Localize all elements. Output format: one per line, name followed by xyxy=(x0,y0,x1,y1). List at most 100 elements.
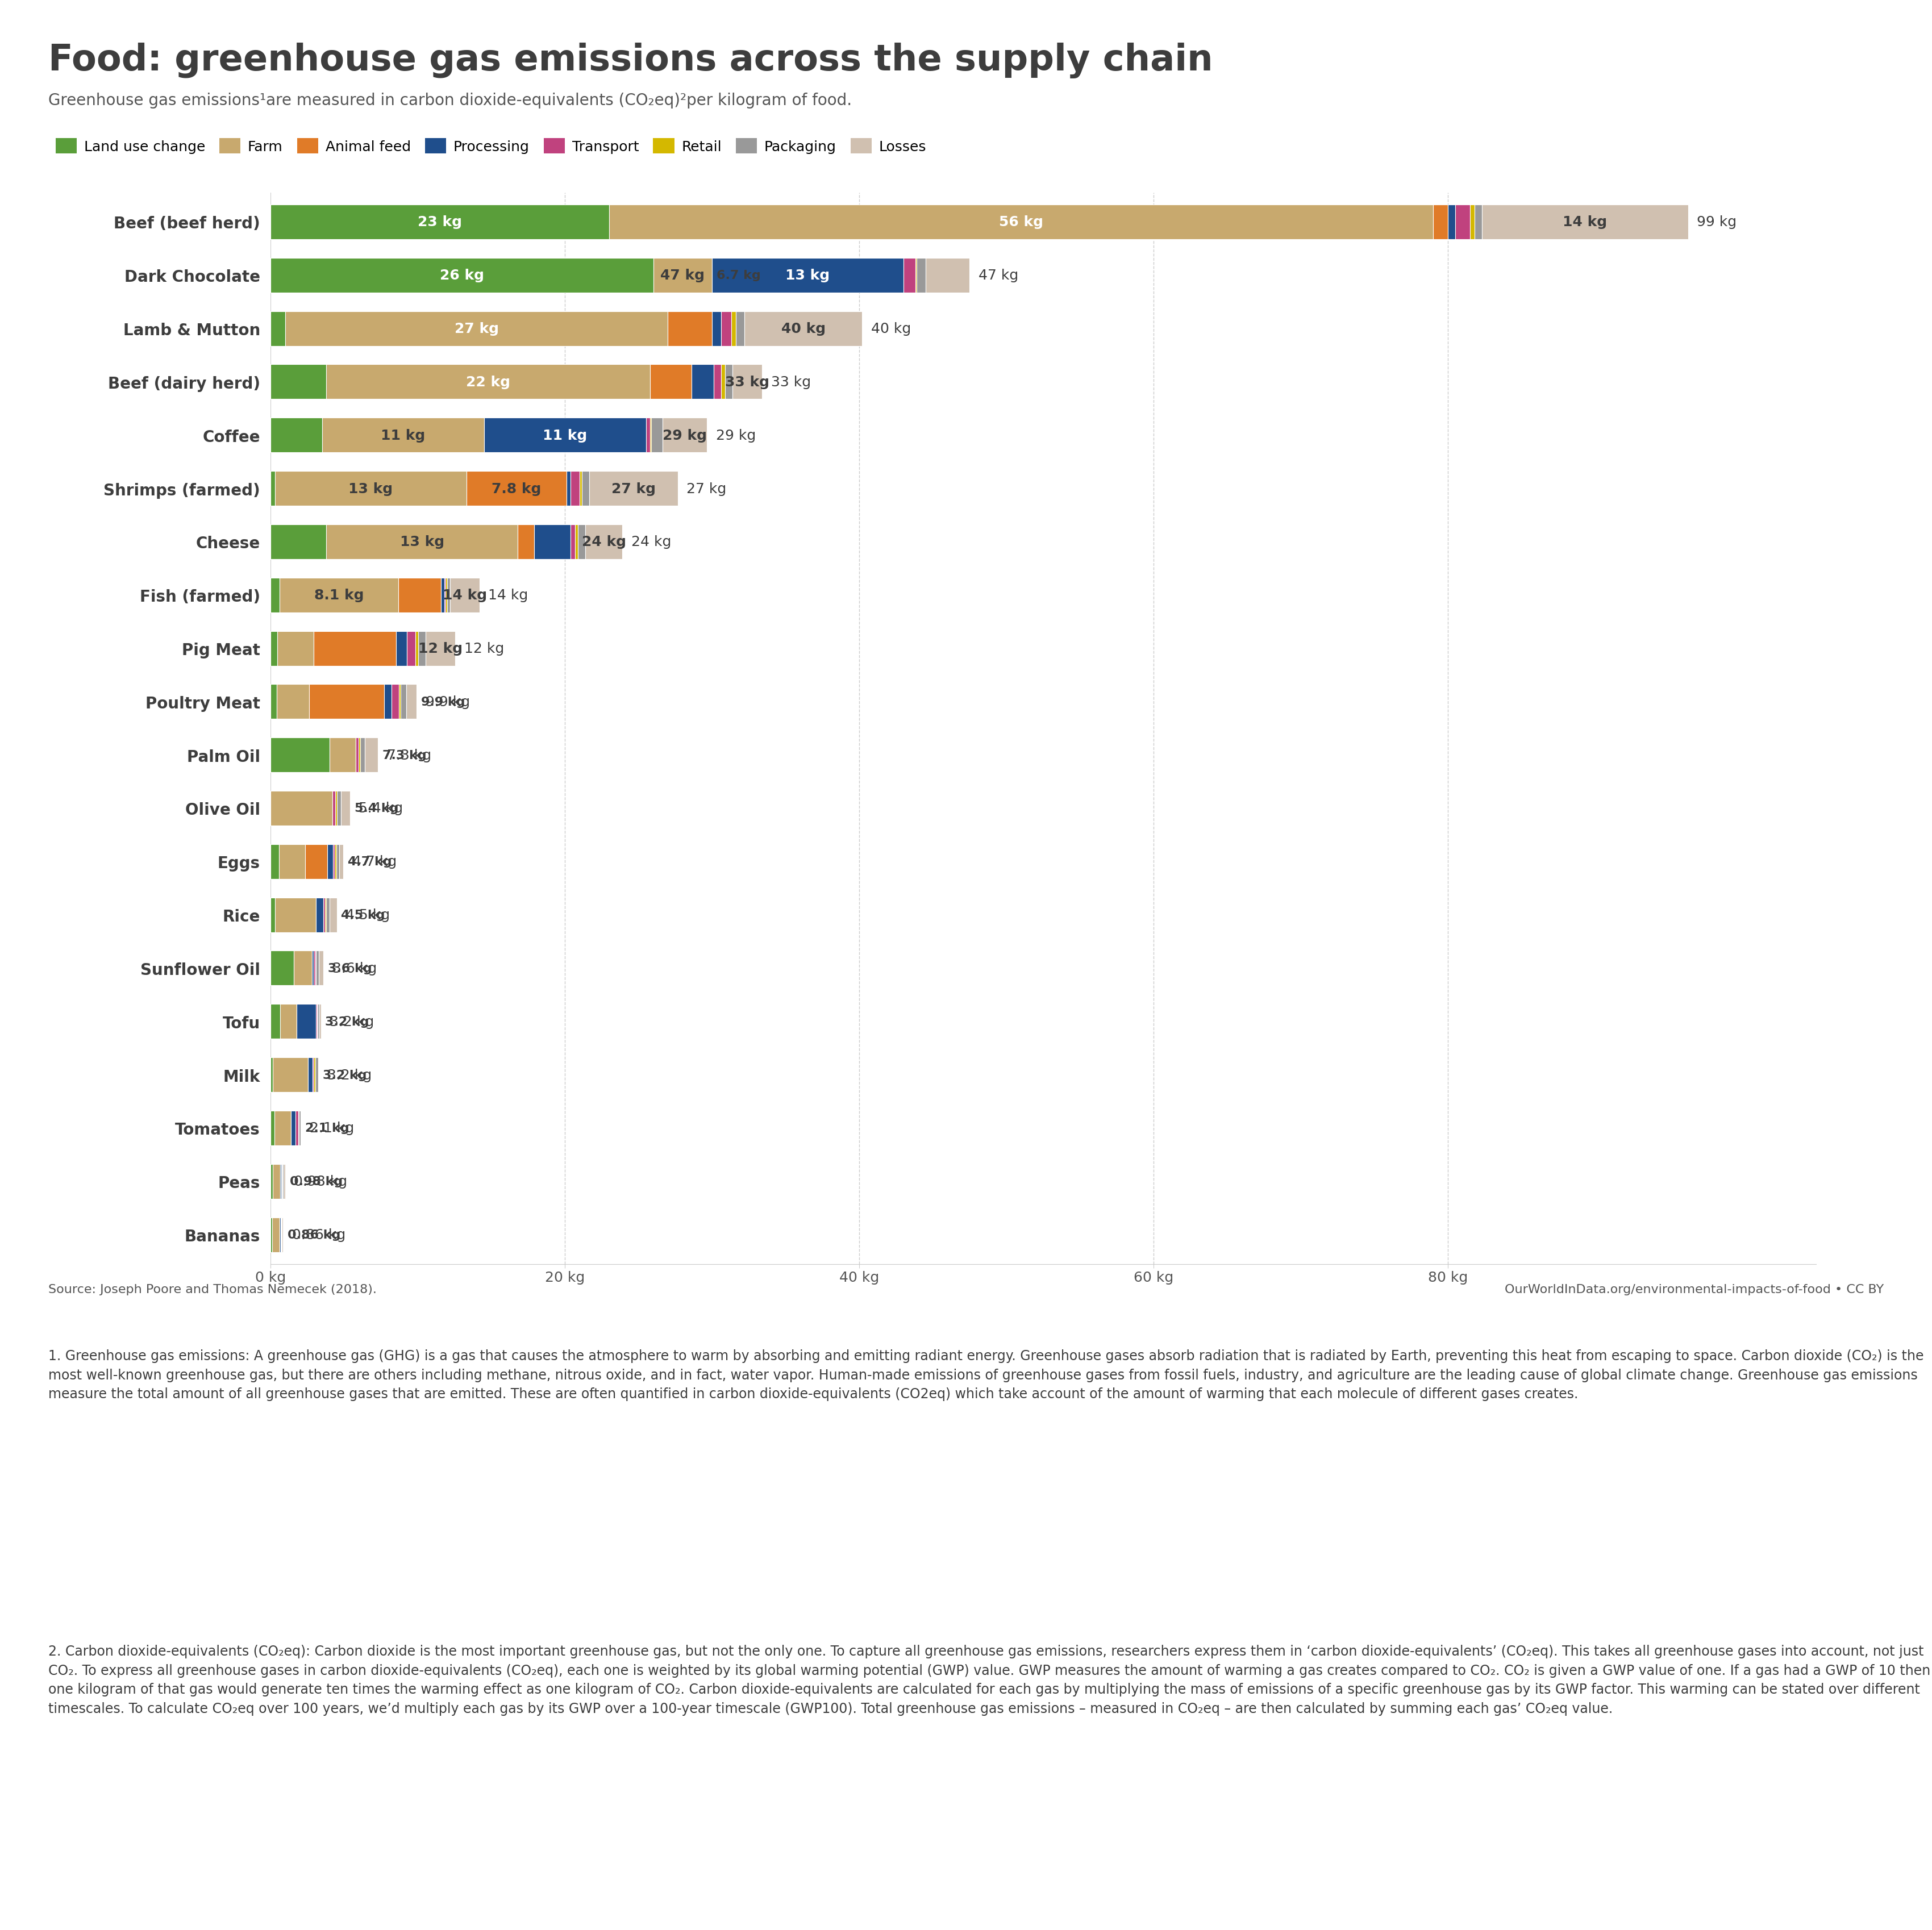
Text: 2. Carbon dioxide-equivalents (CO₂eq): Carbon dioxide is the most important gree: 2. Carbon dioxide-equivalents (CO₂eq): C… xyxy=(48,1644,1930,1716)
Text: 4.7 kg: 4.7 kg xyxy=(348,857,392,867)
Bar xyxy=(270,1004,280,1038)
Text: 6.7 kg: 6.7 kg xyxy=(717,270,761,282)
Bar xyxy=(1455,205,1470,239)
Bar xyxy=(609,205,1434,239)
Bar xyxy=(327,845,332,880)
Text: 13 kg: 13 kg xyxy=(400,535,444,548)
Text: 40 kg: 40 kg xyxy=(781,322,825,336)
Bar xyxy=(332,791,336,826)
Text: 11 kg: 11 kg xyxy=(543,428,587,442)
Bar xyxy=(1449,205,1455,239)
Bar xyxy=(904,259,916,293)
Text: 0.86 kg: 0.86 kg xyxy=(288,1229,340,1241)
Bar xyxy=(270,845,278,880)
Bar xyxy=(400,685,406,720)
Bar xyxy=(270,259,653,293)
Bar xyxy=(274,1112,292,1146)
Bar xyxy=(317,897,323,932)
Text: 2.1 kg: 2.1 kg xyxy=(309,1121,354,1135)
Bar xyxy=(311,951,313,986)
Text: 27 kg: 27 kg xyxy=(686,482,726,496)
Text: 5.4 kg: 5.4 kg xyxy=(354,803,398,814)
Bar xyxy=(270,897,274,932)
Bar xyxy=(286,311,668,345)
Text: 29 kg: 29 kg xyxy=(663,428,707,442)
Bar xyxy=(570,525,576,560)
Text: 4.5 kg: 4.5 kg xyxy=(342,909,384,921)
Text: Greenhouse gas emissions¹are measured in carbon dioxide-equivalents (CO₂eq)²per : Greenhouse gas emissions¹are measured in… xyxy=(48,93,852,108)
Text: 8.1 kg: 8.1 kg xyxy=(315,589,363,602)
Bar xyxy=(294,951,311,986)
Bar xyxy=(396,631,406,666)
Bar xyxy=(419,631,425,666)
Bar xyxy=(653,259,713,293)
Bar xyxy=(270,577,280,612)
Text: 27 kg: 27 kg xyxy=(454,322,498,336)
Bar xyxy=(296,1004,315,1038)
Bar xyxy=(307,1058,313,1092)
Bar xyxy=(274,471,466,506)
Bar xyxy=(270,1164,272,1199)
Text: 3.6 kg: 3.6 kg xyxy=(328,963,373,975)
Bar xyxy=(533,525,570,560)
Bar xyxy=(1474,205,1482,239)
Bar xyxy=(292,1112,296,1146)
Bar xyxy=(323,419,483,454)
Text: 7.8 kg: 7.8 kg xyxy=(491,482,541,496)
Bar xyxy=(570,471,580,506)
Text: 7.3 kg: 7.3 kg xyxy=(383,749,427,760)
Text: 3.2 kg: 3.2 kg xyxy=(323,1069,367,1081)
Bar xyxy=(582,471,589,506)
Legend: Land use change, Farm, Animal feed, Processing, Transport, Retail, Packaging, Lo: Land use change, Farm, Animal feed, Proc… xyxy=(56,139,925,154)
Text: 14 kg: 14 kg xyxy=(489,589,527,602)
Bar xyxy=(721,311,730,345)
Bar xyxy=(340,845,344,880)
Bar xyxy=(392,685,400,720)
Text: 33 kg: 33 kg xyxy=(724,374,769,390)
Text: 3.2 kg: 3.2 kg xyxy=(325,1015,369,1027)
Text: 12 kg: 12 kg xyxy=(464,643,504,656)
Text: 40 kg: 40 kg xyxy=(871,322,912,336)
Text: 99 kg: 99 kg xyxy=(1696,216,1737,230)
Bar xyxy=(270,1058,272,1092)
Bar xyxy=(336,845,340,880)
Bar xyxy=(446,577,450,612)
Bar xyxy=(576,525,578,560)
Bar xyxy=(342,791,350,826)
Bar xyxy=(736,311,744,345)
Bar xyxy=(270,737,328,772)
Bar xyxy=(483,419,645,454)
Bar xyxy=(270,951,294,986)
Bar xyxy=(721,365,724,400)
Bar xyxy=(450,577,479,612)
Text: 47 kg: 47 kg xyxy=(661,268,705,282)
Bar xyxy=(466,471,566,506)
Bar xyxy=(280,577,398,612)
Text: 22 kg: 22 kg xyxy=(466,374,510,390)
Bar xyxy=(668,311,713,345)
Bar xyxy=(440,577,444,612)
Bar xyxy=(365,737,379,772)
Bar xyxy=(327,365,651,400)
Bar xyxy=(276,685,309,720)
Bar xyxy=(355,737,359,772)
Bar xyxy=(406,685,417,720)
Bar xyxy=(925,259,970,293)
Bar xyxy=(645,419,651,454)
Text: 3.6 kg: 3.6 kg xyxy=(332,961,377,975)
Bar xyxy=(296,1112,298,1146)
Bar xyxy=(398,577,440,612)
Text: OurWorldInData.org/environmental-impacts-of-food • CC BY: OurWorldInData.org/environmental-impacts… xyxy=(1505,1283,1884,1295)
Bar xyxy=(406,631,415,666)
Bar xyxy=(270,685,276,720)
Text: Food: greenhouse gas emissions across the supply chain: Food: greenhouse gas emissions across th… xyxy=(48,42,1213,79)
Bar xyxy=(651,419,663,454)
Bar xyxy=(730,311,736,345)
Text: 26 kg: 26 kg xyxy=(440,268,485,282)
Text: 56 kg: 56 kg xyxy=(999,216,1043,230)
Bar xyxy=(327,525,518,560)
Text: 0.86 kg: 0.86 kg xyxy=(292,1227,346,1241)
Bar xyxy=(272,1164,280,1199)
Bar xyxy=(724,365,732,400)
Bar xyxy=(305,845,327,880)
